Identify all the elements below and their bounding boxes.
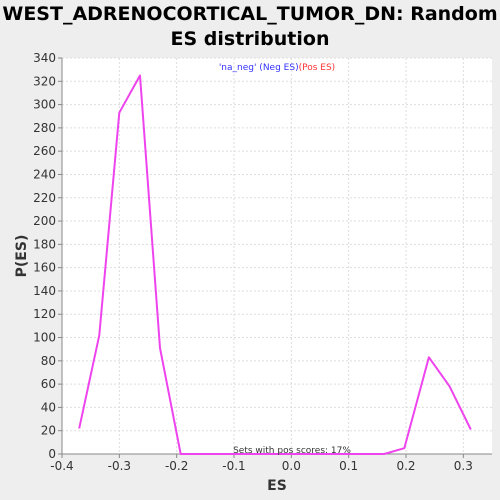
x-tick-label: 0.2 [396, 459, 415, 473]
y-tick-label: 0 [48, 447, 56, 461]
plot-background [62, 58, 492, 454]
legend-entry-neg: 'na_neg' (Neg ES) [219, 63, 299, 73]
y-tick-label: 20 [41, 424, 56, 438]
x-axis-title: ES [267, 478, 287, 494]
x-tick-label: 0.1 [339, 459, 358, 473]
y-tick-label: 100 [33, 331, 56, 345]
legend-entry-pos: (Pos ES) [299, 63, 336, 73]
x-tick-label: -0.1 [222, 459, 245, 473]
chart-title-line-1: WEST_ADRENOCORTICAL_TUMOR_DN: Random [2, 3, 498, 25]
x-tick-label: 0.3 [454, 459, 473, 473]
axes: 0 20 40 60 80 100 120 140 160 180 200 220 240 260 280 3… [33, 51, 492, 473]
chart-title: WEST_ADRENOCORTICAL_TUMOR_DN: Random ES … [0, 2, 500, 52]
y-tick-label: 40 [41, 400, 56, 414]
x-tick-label: 0.0 [282, 459, 301, 473]
y-tick-label: 200 [33, 214, 56, 228]
series-layer [78, 74, 472, 455]
y-tick-label: 220 [33, 191, 56, 205]
annotation-pos-scores: Sets with pos scores: 17% [233, 446, 351, 456]
chart-title-line-2: ES distribution [170, 28, 330, 50]
y-tick-label: 120 [33, 307, 56, 321]
y-tick-label: 300 [33, 98, 56, 112]
y-tick-label: 320 [33, 74, 56, 88]
y-tick-label: 240 [33, 167, 56, 181]
y-tick-label: 80 [41, 354, 56, 368]
y-tick-label: 140 [33, 284, 56, 298]
y-tick-label: 340 [33, 51, 56, 65]
y-tick-label: 260 [33, 144, 56, 158]
y-tick-label: 280 [33, 121, 56, 135]
x-tick-label: -0.2 [165, 459, 188, 473]
x-tick-label: -0.4 [50, 459, 73, 473]
x-tick-label: -0.3 [108, 459, 131, 473]
y-tick-label: 160 [33, 261, 56, 275]
y-tick-label: 180 [33, 237, 56, 251]
series-line [78, 74, 472, 455]
y-axis-title: P(ES) [14, 235, 30, 278]
y-tick-label: 60 [41, 377, 56, 391]
